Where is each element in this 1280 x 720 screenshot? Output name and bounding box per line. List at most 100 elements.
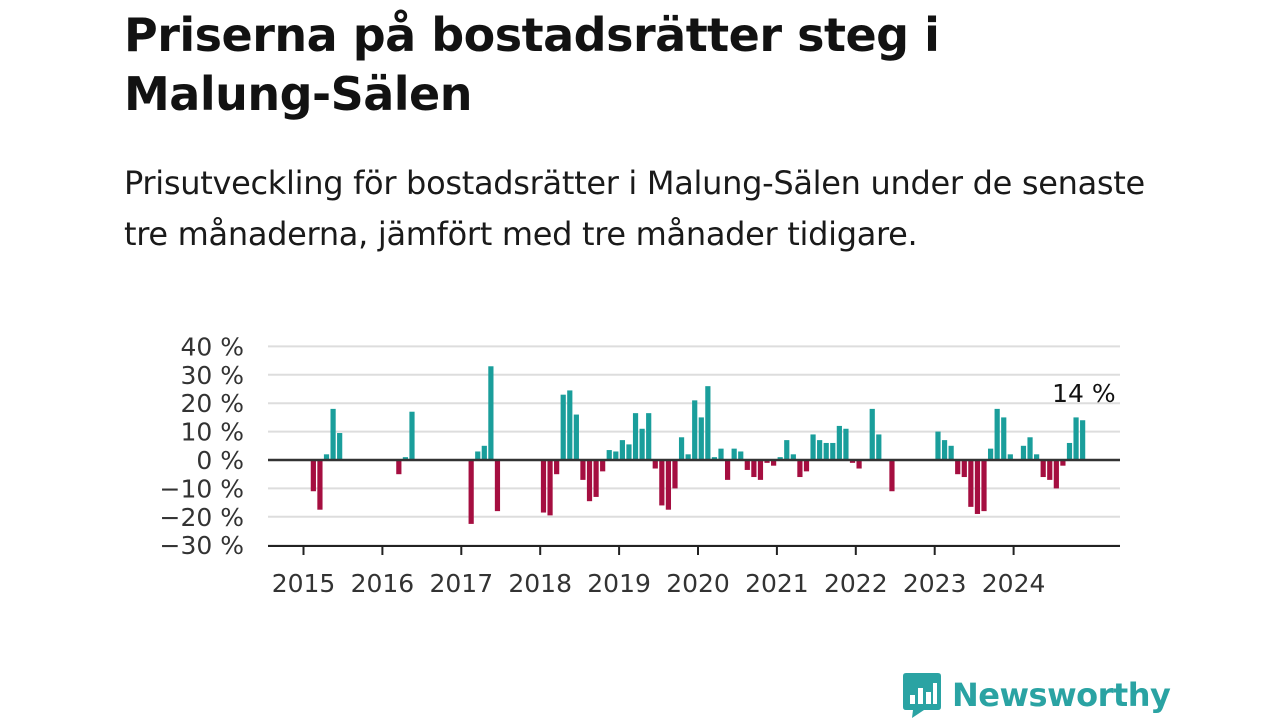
bar — [402, 457, 409, 460]
bar — [409, 411, 415, 460]
y-tick-label: −30 % — [160, 531, 244, 560]
bar — [665, 460, 672, 510]
bar — [606, 450, 612, 460]
bar — [1027, 437, 1033, 460]
bar — [744, 460, 750, 470]
bar — [810, 434, 816, 460]
bar — [968, 460, 974, 507]
bar — [757, 460, 764, 480]
bar — [790, 454, 796, 460]
bar — [718, 448, 724, 460]
bar — [475, 451, 481, 460]
bar — [948, 445, 954, 460]
bar — [705, 386, 711, 460]
bar — [692, 400, 698, 460]
bar — [626, 444, 632, 460]
x-tick-label: 2020 — [666, 569, 730, 598]
bar — [639, 428, 645, 460]
chart-title: Priserna på bostadsrätter steg i Malung-… — [124, 8, 940, 121]
bar — [784, 440, 790, 460]
bars — [310, 366, 1086, 524]
logo-text: Newsworthy — [952, 676, 1171, 714]
bar — [646, 413, 652, 460]
bar — [869, 408, 875, 460]
bar — [803, 460, 810, 472]
x-tick-label: 2023 — [903, 569, 967, 598]
bar — [961, 460, 967, 478]
bar — [468, 460, 474, 524]
bar — [330, 408, 336, 460]
bar — [1060, 460, 1066, 466]
x-tick-label: 2015 — [272, 569, 336, 598]
bar — [981, 460, 987, 512]
bar — [678, 437, 685, 460]
bar — [955, 460, 961, 475]
bar — [724, 460, 731, 480]
bar — [1001, 417, 1007, 460]
y-axis-tick-labels: 40 %30 %20 %10 %0 %−10 %−20 %−30 % — [160, 332, 244, 560]
x-tick-label: 2022 — [824, 569, 888, 598]
y-tick-label: −10 % — [160, 474, 244, 503]
bar — [935, 431, 941, 460]
y-tick-label: 20 % — [180, 389, 244, 418]
bar — [830, 442, 836, 460]
x-tick-label: 2021 — [745, 569, 809, 598]
bar — [987, 448, 994, 460]
bar — [731, 448, 737, 460]
bar — [547, 460, 553, 516]
bar — [323, 454, 330, 460]
bar — [777, 457, 783, 460]
bar — [941, 440, 948, 460]
last-value-label: 14 % — [1052, 379, 1116, 408]
bar — [494, 460, 501, 512]
x-tick-label: 2018 — [508, 569, 572, 598]
bar — [994, 408, 1000, 460]
bar — [889, 460, 895, 492]
bar — [751, 460, 757, 478]
bar — [843, 428, 849, 460]
bar — [1040, 460, 1046, 478]
bar — [1007, 454, 1013, 460]
bar — [711, 457, 718, 460]
bar — [567, 390, 573, 460]
y-tick-label: 40 % — [180, 332, 244, 361]
bar-chart-speech-bubble-icon — [903, 673, 941, 718]
bar — [540, 460, 547, 513]
bar — [698, 417, 704, 460]
bar — [560, 394, 566, 460]
bar — [856, 460, 862, 469]
bar — [580, 460, 586, 480]
bar — [310, 460, 316, 492]
bar — [613, 451, 619, 460]
bar — [823, 442, 829, 460]
x-tick-label: 2016 — [351, 569, 415, 598]
bar — [974, 460, 981, 514]
bar — [771, 460, 777, 466]
bar — [619, 440, 625, 460]
bar — [797, 460, 803, 478]
bar — [600, 460, 606, 472]
bar — [573, 414, 579, 460]
y-tick-label: 10 % — [180, 418, 244, 447]
bar — [672, 460, 678, 489]
bar — [659, 460, 665, 506]
chart-subtitle: Prisutveckling för bostadsrätter i Malun… — [124, 164, 1145, 253]
bar — [317, 460, 323, 510]
bar — [738, 451, 744, 460]
bar — [1080, 420, 1086, 460]
axes — [268, 458, 1120, 547]
y-tick-label: −20 % — [160, 503, 244, 532]
bar — [396, 460, 402, 475]
y-tick-label: 0 % — [196, 446, 244, 475]
bar — [1053, 460, 1059, 489]
bar — [652, 460, 658, 469]
bar — [764, 460, 770, 463]
bar — [1047, 460, 1053, 480]
newsworthy-logo: Newsworthy — [902, 670, 1171, 720]
bar — [876, 434, 882, 460]
bar — [488, 366, 494, 460]
y-tick-label: 30 % — [180, 361, 244, 390]
bar — [593, 460, 599, 497]
x-tick-label: 2019 — [587, 569, 651, 598]
bar — [849, 460, 856, 463]
